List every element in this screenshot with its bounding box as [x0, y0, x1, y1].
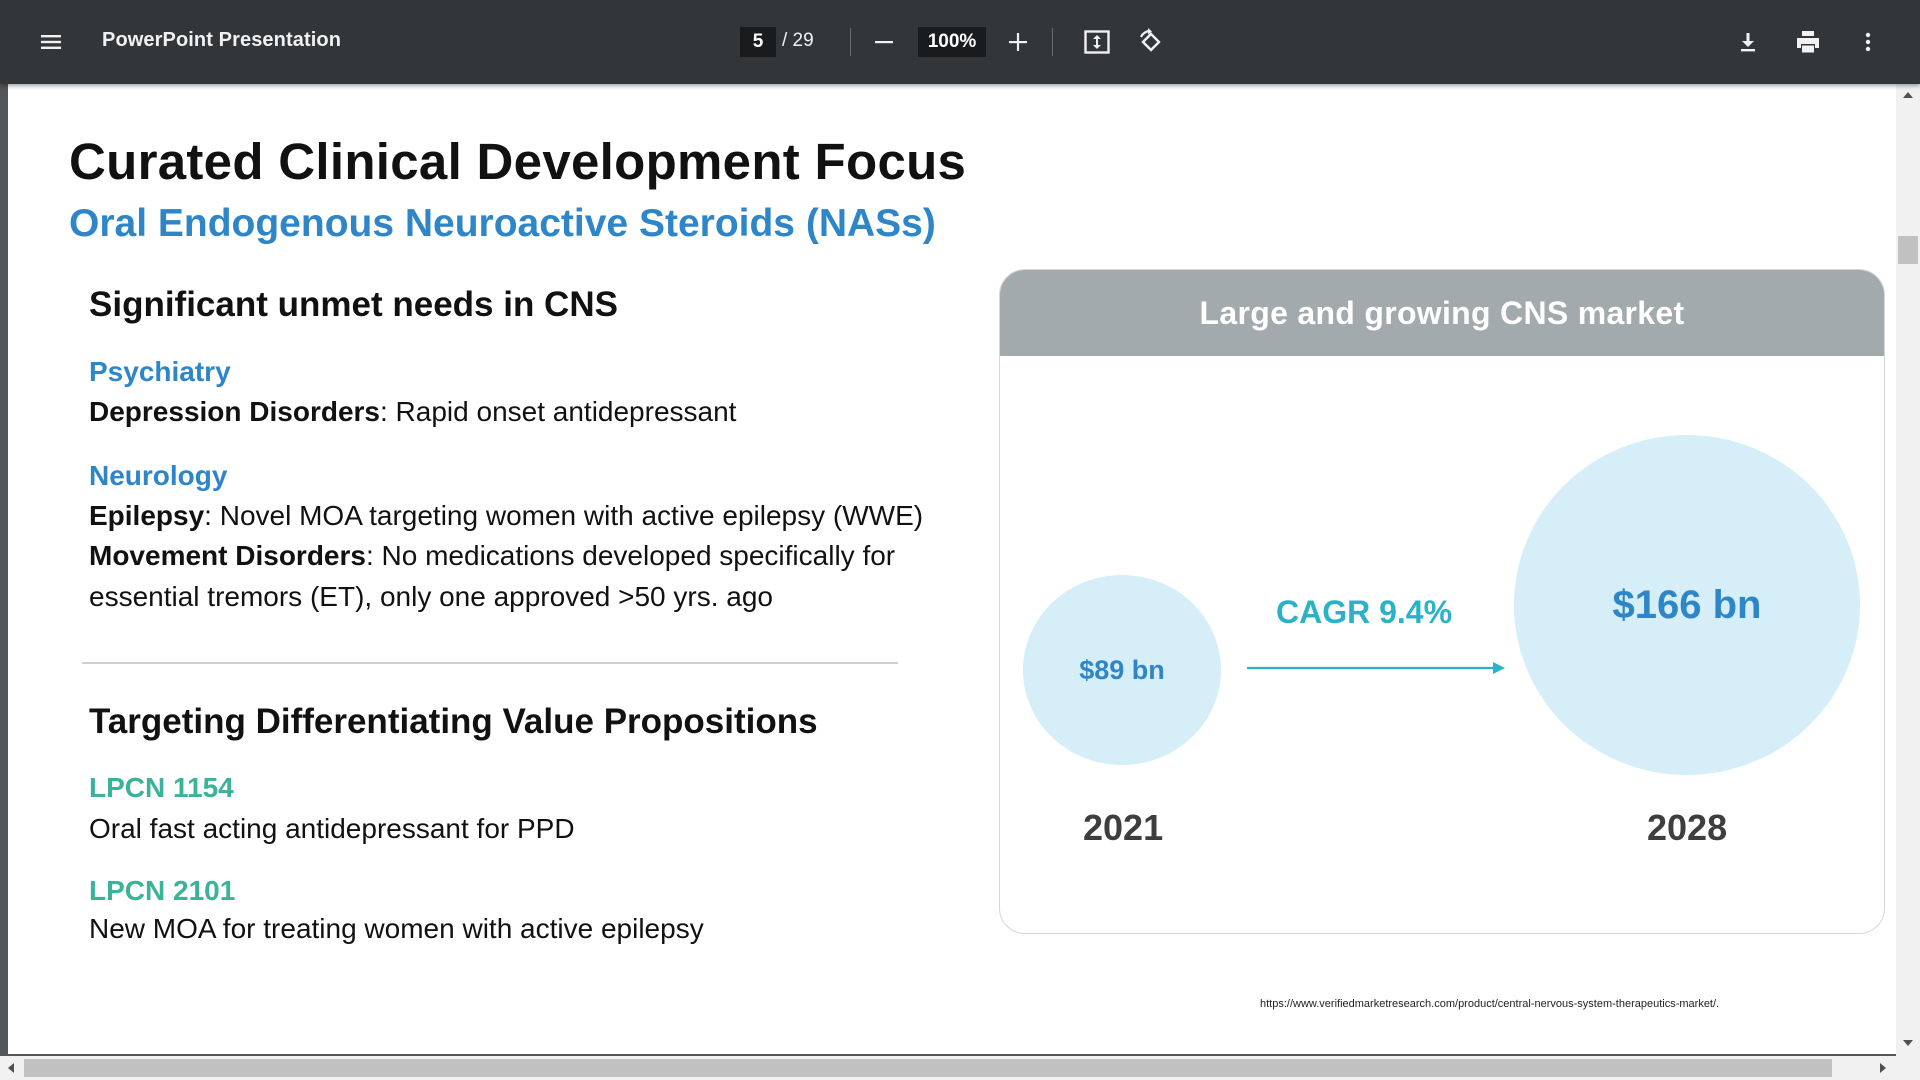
scroll-down-icon[interactable] [1903, 1040, 1913, 1046]
page-total: / 29 [782, 30, 814, 51]
market-2028-value: $166 bn [1612, 582, 1762, 627]
zoom-level-input[interactable]: 100% [918, 27, 986, 57]
market-2021-value: $89 bn [1079, 654, 1165, 685]
movement-term: Movement Disorders [89, 540, 366, 571]
market-2021-bubble: $89 bn [1023, 575, 1221, 765]
year-2021-label: 2021 [1083, 807, 1164, 848]
rotate-button[interactable] [1127, 18, 1175, 66]
fit-page-icon [1084, 30, 1110, 54]
scroll-right-icon[interactable] [1880, 1063, 1886, 1073]
zoom-out-icon [875, 41, 893, 44]
download-button[interactable] [1724, 18, 1772, 66]
cagr-label: CAGR 9.4% [1276, 594, 1453, 630]
document-title: PowerPoint Presentation [102, 29, 342, 51]
movement-line: Movement Disorders: No medications devel… [89, 540, 895, 572]
product-lpcn-1154-desc: Oral fast acting antidepressant for PPD [89, 813, 575, 844]
movement-line-2: essential tremors (ET), only one approve… [89, 581, 774, 612]
vertical-scroll-thumb[interactable] [1898, 236, 1918, 264]
zoom-out-button[interactable] [860, 18, 908, 66]
page-number-input[interactable]: 5 [740, 27, 776, 57]
source-citation: https://www.verifiedmarketresearch.com/p… [1260, 998, 1720, 1010]
print-icon [1797, 31, 1819, 53]
toolbar-separator [850, 28, 851, 56]
download-icon [1741, 33, 1755, 52]
menu-button[interactable] [27, 18, 75, 66]
menu-icon [41, 35, 61, 49]
rotate-icon [1140, 28, 1161, 52]
vertical-scrollbar[interactable] [1896, 84, 1920, 1060]
pdf-toolbar: PowerPoint Presentation 5 / 29 100% [0, 0, 1920, 84]
product-lpcn-1154: LPCN 1154 [89, 772, 234, 803]
movement-text: : No medications developed specifically … [365, 540, 896, 571]
slide-page: Curated Clinical Development Focus Oral … [8, 84, 1896, 1054]
market-2028-bubble: $166 bn [1514, 435, 1860, 775]
slide-subtitle: Oral Endogenous Neuroactive Steroids (NA… [69, 202, 936, 245]
scroll-left-icon[interactable] [8, 1063, 14, 1073]
value-propositions-heading: Targeting Differentiating Value Proposit… [89, 702, 818, 741]
epilepsy-term: Epilepsy [89, 500, 205, 531]
section-divider [82, 662, 898, 664]
year-2028-label: 2028 [1647, 807, 1728, 848]
depression-line: Depression Disorders: Rapid onset antide… [89, 396, 736, 428]
more-options-button[interactable] [1844, 18, 1892, 66]
depression-text: : Rapid onset antidepressant [380, 396, 737, 427]
slide-title: Curated Clinical Development Focus [69, 133, 967, 190]
market-card-header: Large and growing CNS market [1000, 270, 1884, 356]
product-lpcn-2101-desc: New MOA for treating women with active e… [89, 913, 704, 944]
zoom-in-button[interactable] [994, 18, 1042, 66]
scroll-up-icon[interactable] [1903, 92, 1913, 98]
epilepsy-line: Epilepsy: Novel MOA targeting women with… [89, 500, 923, 532]
more-options-icon [1865, 32, 1871, 52]
product-lpcn-2101: LPCN 2101 [89, 875, 236, 906]
unmet-needs-heading: Significant unmet needs in CNS [89, 285, 618, 324]
toolbar-separator [1052, 28, 1053, 56]
zoom-in-icon [1009, 33, 1027, 51]
depression-term: Depression Disorders [89, 396, 380, 427]
epilepsy-text: : Novel MOA targeting women with active … [204, 500, 924, 531]
psychiatry-label: Psychiatry [89, 356, 231, 387]
document-viewer: Curated Clinical Development Focus Oral … [0, 84, 1920, 1080]
growth-arrow-icon [1247, 662, 1505, 674]
neurology-label: Neurology [89, 460, 228, 491]
fit-to-page-button[interactable] [1073, 18, 1121, 66]
horizontal-scroll-thumb[interactable] [24, 1059, 1832, 1077]
print-button[interactable] [1784, 18, 1832, 66]
market-card-title: Large and growing CNS market [1199, 294, 1685, 331]
